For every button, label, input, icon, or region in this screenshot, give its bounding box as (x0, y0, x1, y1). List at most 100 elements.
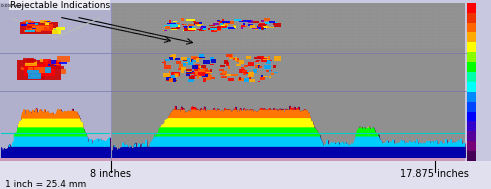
Bar (179, 64, 183, 68)
Bar (184, 30, 192, 32)
Bar (261, 27, 267, 28)
Bar (190, 76, 194, 81)
Bar (164, 26, 166, 28)
Bar (169, 20, 171, 22)
Bar (241, 67, 244, 69)
Bar (28, 67, 50, 74)
Bar (243, 72, 246, 75)
Bar (261, 75, 263, 77)
Bar (199, 22, 202, 24)
Bar (168, 57, 173, 60)
Bar (203, 60, 210, 64)
Bar (193, 57, 199, 59)
Bar (169, 24, 178, 27)
Bar (164, 59, 169, 61)
Bar (182, 24, 186, 25)
Bar (167, 23, 176, 24)
Bar (176, 61, 181, 64)
Bar (199, 75, 201, 77)
Bar (216, 23, 223, 25)
Bar (193, 73, 200, 76)
Bar (244, 70, 247, 73)
Bar (27, 21, 29, 23)
Bar (220, 21, 224, 24)
Bar (185, 59, 191, 63)
Bar (199, 27, 203, 29)
Bar (202, 73, 208, 77)
Bar (467, 112, 476, 122)
Bar (218, 27, 220, 29)
Bar (27, 59, 36, 62)
Bar (56, 56, 70, 62)
Bar (211, 59, 217, 63)
Bar (236, 64, 241, 66)
Bar (222, 19, 224, 21)
Bar (269, 70, 271, 72)
Bar (17, 60, 61, 80)
Bar (203, 78, 206, 82)
Bar (183, 26, 189, 27)
Bar (271, 73, 274, 75)
Bar (220, 23, 225, 24)
Bar (44, 23, 49, 25)
Bar (254, 57, 261, 60)
Bar (171, 28, 176, 30)
Bar (220, 23, 223, 25)
Bar (219, 69, 224, 71)
Bar (183, 63, 186, 66)
Bar (26, 24, 53, 32)
Bar (48, 60, 55, 66)
Bar (195, 64, 200, 68)
Bar (274, 25, 281, 27)
Bar (467, 42, 476, 52)
Bar (241, 25, 245, 27)
Bar (242, 20, 245, 22)
Bar (192, 65, 198, 69)
Bar (21, 24, 27, 26)
Bar (233, 58, 239, 60)
Bar (191, 60, 196, 62)
Bar (201, 71, 208, 73)
Bar (226, 21, 234, 23)
Bar (21, 67, 24, 70)
Bar (264, 65, 271, 69)
Bar (172, 78, 176, 81)
Bar (210, 69, 212, 73)
Bar (239, 60, 244, 64)
Bar (257, 56, 264, 59)
Bar (273, 23, 275, 25)
Bar (229, 57, 234, 59)
Bar (223, 23, 228, 26)
Bar (174, 73, 179, 77)
Bar (249, 77, 251, 80)
Bar (228, 78, 234, 81)
Bar (184, 24, 188, 26)
Bar (264, 19, 270, 21)
Bar (188, 62, 193, 65)
Bar (181, 67, 186, 70)
Bar (225, 28, 229, 29)
Bar (210, 27, 218, 29)
Bar (220, 24, 226, 26)
Bar (47, 21, 50, 22)
Bar (242, 70, 247, 72)
Bar (197, 24, 201, 26)
Bar (228, 27, 235, 29)
Bar (192, 26, 194, 29)
Bar (467, 151, 476, 161)
Bar (171, 29, 177, 30)
Bar (27, 23, 39, 24)
Bar (183, 29, 190, 31)
Bar (239, 77, 241, 80)
Bar (164, 30, 166, 31)
Bar (217, 20, 220, 21)
Bar (252, 28, 259, 29)
Bar (246, 71, 248, 75)
Bar (263, 59, 269, 60)
Bar (467, 13, 476, 23)
Bar (27, 70, 38, 73)
Bar (40, 20, 50, 23)
Bar (258, 24, 266, 26)
Bar (248, 20, 253, 23)
Bar (264, 57, 269, 58)
